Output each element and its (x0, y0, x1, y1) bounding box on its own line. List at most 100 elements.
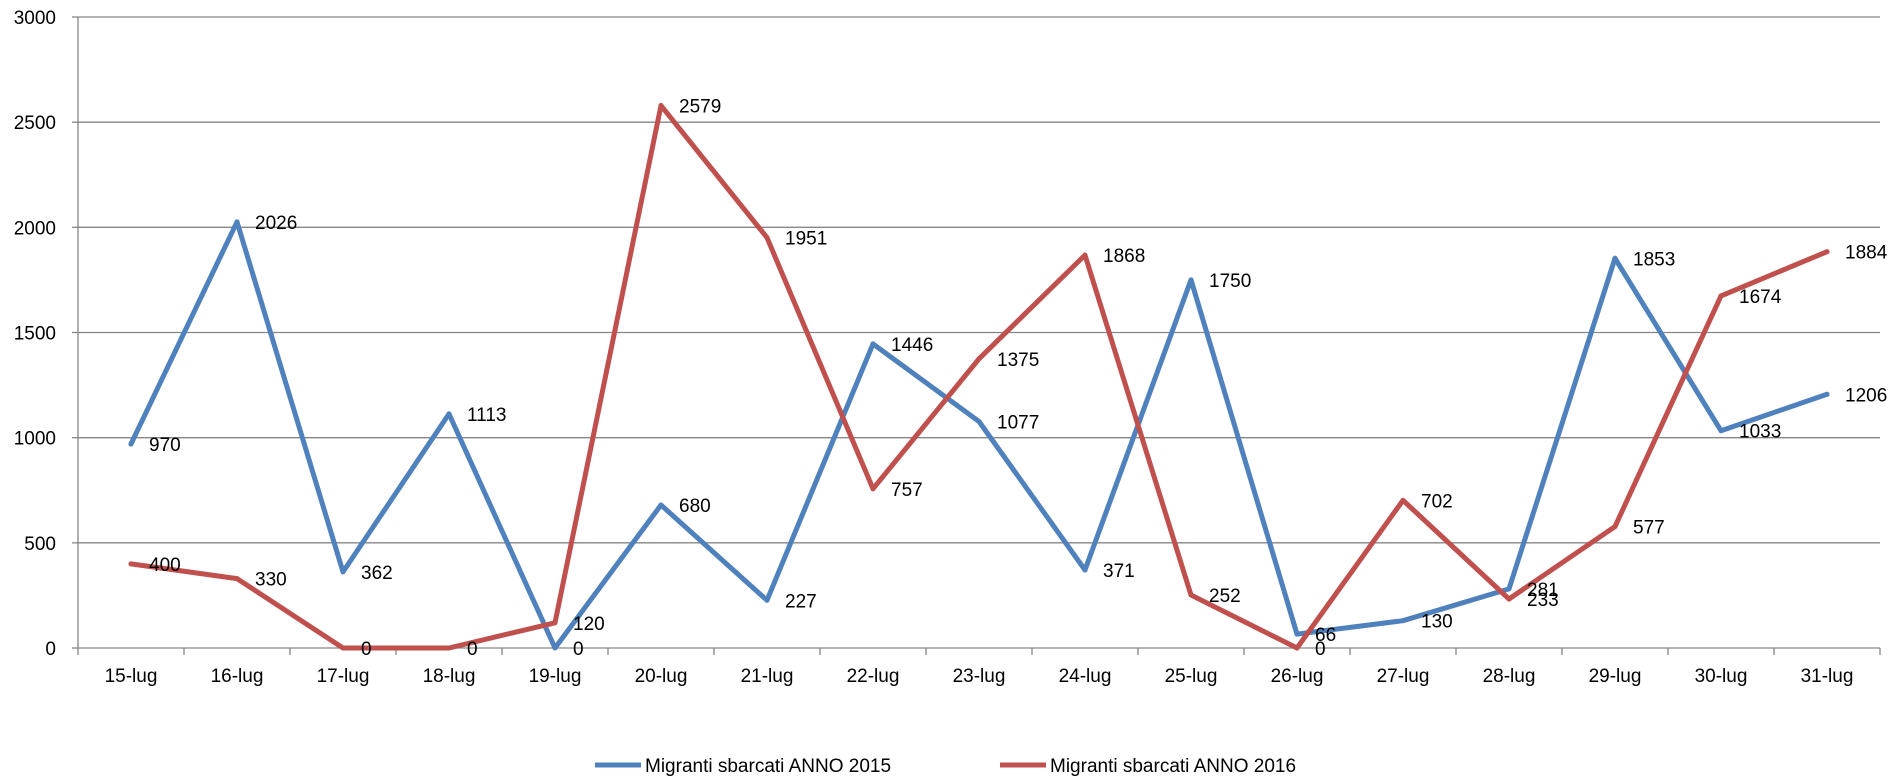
data-point (446, 645, 452, 651)
data-label: 233 (1527, 590, 1559, 611)
x-tick-label: 16-lug (211, 666, 264, 687)
data-label: 1884 (1845, 243, 1888, 264)
x-tick-label: 18-lug (423, 666, 476, 687)
data-point (1718, 428, 1724, 434)
legend-label: Migranti sbarcati ANNO 2016 (1050, 756, 1296, 777)
data-label: 0 (361, 639, 372, 660)
data-point (1188, 592, 1194, 598)
data-label: 281 (1527, 580, 1559, 601)
data-point (976, 356, 982, 362)
data-point (340, 569, 346, 575)
data-label: 2579 (679, 97, 721, 118)
data-point (870, 486, 876, 492)
data-label: 1206 (1845, 385, 1887, 406)
data-point (1400, 497, 1406, 503)
data-label: 1033 (1739, 422, 1781, 443)
data-label: 970 (149, 435, 181, 456)
data-point (1188, 277, 1194, 283)
y-tick-label: 3000 (14, 8, 56, 29)
x-axis-ticks: 15-lug 16-lug 17-lug 18-lug 19-lug 20-lug 21-l… (77, 648, 1881, 687)
data-point (1294, 645, 1300, 651)
data-point (658, 502, 664, 508)
data-point (446, 411, 452, 417)
data-point (1824, 249, 1830, 255)
data-label: 1951 (785, 229, 827, 250)
data-label: 400 (149, 555, 181, 576)
x-tick-label: 24-lug (1059, 666, 1112, 687)
data-point (1400, 618, 1406, 624)
data-point (1082, 252, 1088, 258)
data-point (1294, 631, 1300, 637)
data-label: 227 (785, 591, 817, 612)
data-point (1082, 567, 1088, 573)
data-point (128, 441, 134, 447)
series-lines (128, 103, 1830, 651)
data-point (128, 561, 134, 567)
data-label: 702 (1421, 491, 1453, 512)
data-point (1506, 586, 1512, 592)
data-point (764, 235, 770, 241)
y-tick-label: 2000 (14, 218, 56, 239)
x-tick-label: 21-lug (741, 666, 794, 687)
x-tick-label: 22-lug (847, 666, 900, 687)
y-tick-label: 1000 (14, 429, 56, 450)
data-label: 1750 (1209, 271, 1251, 292)
data-label: 680 (679, 496, 711, 517)
y-axis-ticks: 0 500 1000 1500 2000 2500 3000 (14, 8, 78, 660)
y-tick-label: 500 (24, 534, 56, 555)
data-point (976, 418, 982, 424)
x-tick-label: 27-lug (1377, 666, 1430, 687)
gridlines (78, 16, 1880, 544)
data-label: 66 (1315, 625, 1336, 646)
data-label: 0 (1315, 639, 1326, 660)
legend-label: Migranti sbarcati ANNO 2015 (645, 756, 891, 777)
data-point (234, 219, 240, 225)
x-tick-label: 29-lug (1589, 666, 1642, 687)
data-point (340, 645, 346, 651)
data-label: 1113 (467, 405, 506, 426)
data-point (1506, 596, 1512, 602)
series-line-1 (128, 219, 1830, 651)
x-tick-label: 17-lug (317, 666, 370, 687)
data-point (870, 341, 876, 347)
x-tick-label: 25-lug (1165, 666, 1218, 687)
data-label: 1853 (1633, 249, 1675, 270)
x-tick-label: 23-lug (953, 666, 1006, 687)
data-label: 1375 (997, 350, 1039, 371)
data-label: 1674 (1739, 287, 1782, 308)
legend: Migranti sbarcati ANNO 2015 Migranti sbar… (595, 756, 1296, 777)
data-label: 362 (361, 563, 393, 584)
y-tick-label: 2500 (14, 113, 56, 134)
x-tick-label: 26-lug (1271, 666, 1324, 687)
data-label: 130 (1421, 612, 1453, 633)
data-point (234, 576, 240, 582)
data-label: 0 (467, 639, 478, 660)
y-tick-label: 0 (45, 639, 56, 660)
x-tick-label: 15-lug (105, 666, 158, 687)
data-label: 120 (573, 614, 605, 635)
data-label: 1077 (997, 412, 1039, 433)
data-label: 1446 (891, 335, 933, 356)
data-point (1612, 524, 1618, 530)
data-point (764, 597, 770, 603)
data-label: 757 (891, 480, 923, 501)
data-label: 1868 (1103, 246, 1145, 267)
data-label: 0 (573, 639, 584, 660)
x-tick-label: 28-lug (1483, 666, 1536, 687)
data-point (658, 103, 664, 109)
data-label: 577 (1633, 518, 1665, 539)
x-tick-label: 30-lug (1695, 666, 1748, 687)
data-point (1718, 293, 1724, 299)
data-label: 330 (255, 570, 287, 591)
data-label: 371 (1103, 561, 1135, 582)
x-tick-label: 20-lug (635, 666, 688, 687)
data-point (552, 645, 558, 651)
y-tick-label: 1500 (14, 324, 56, 345)
x-tick-label: 31-lug (1801, 666, 1854, 687)
data-label: 2026 (255, 213, 297, 234)
data-point (1824, 391, 1830, 397)
data-point (1612, 255, 1618, 261)
x-tick-label: 19-lug (529, 666, 582, 687)
data-labels: 970 2026 362 1113 0 680 227 1446 1077 371 1750 66 13… (149, 97, 1888, 660)
